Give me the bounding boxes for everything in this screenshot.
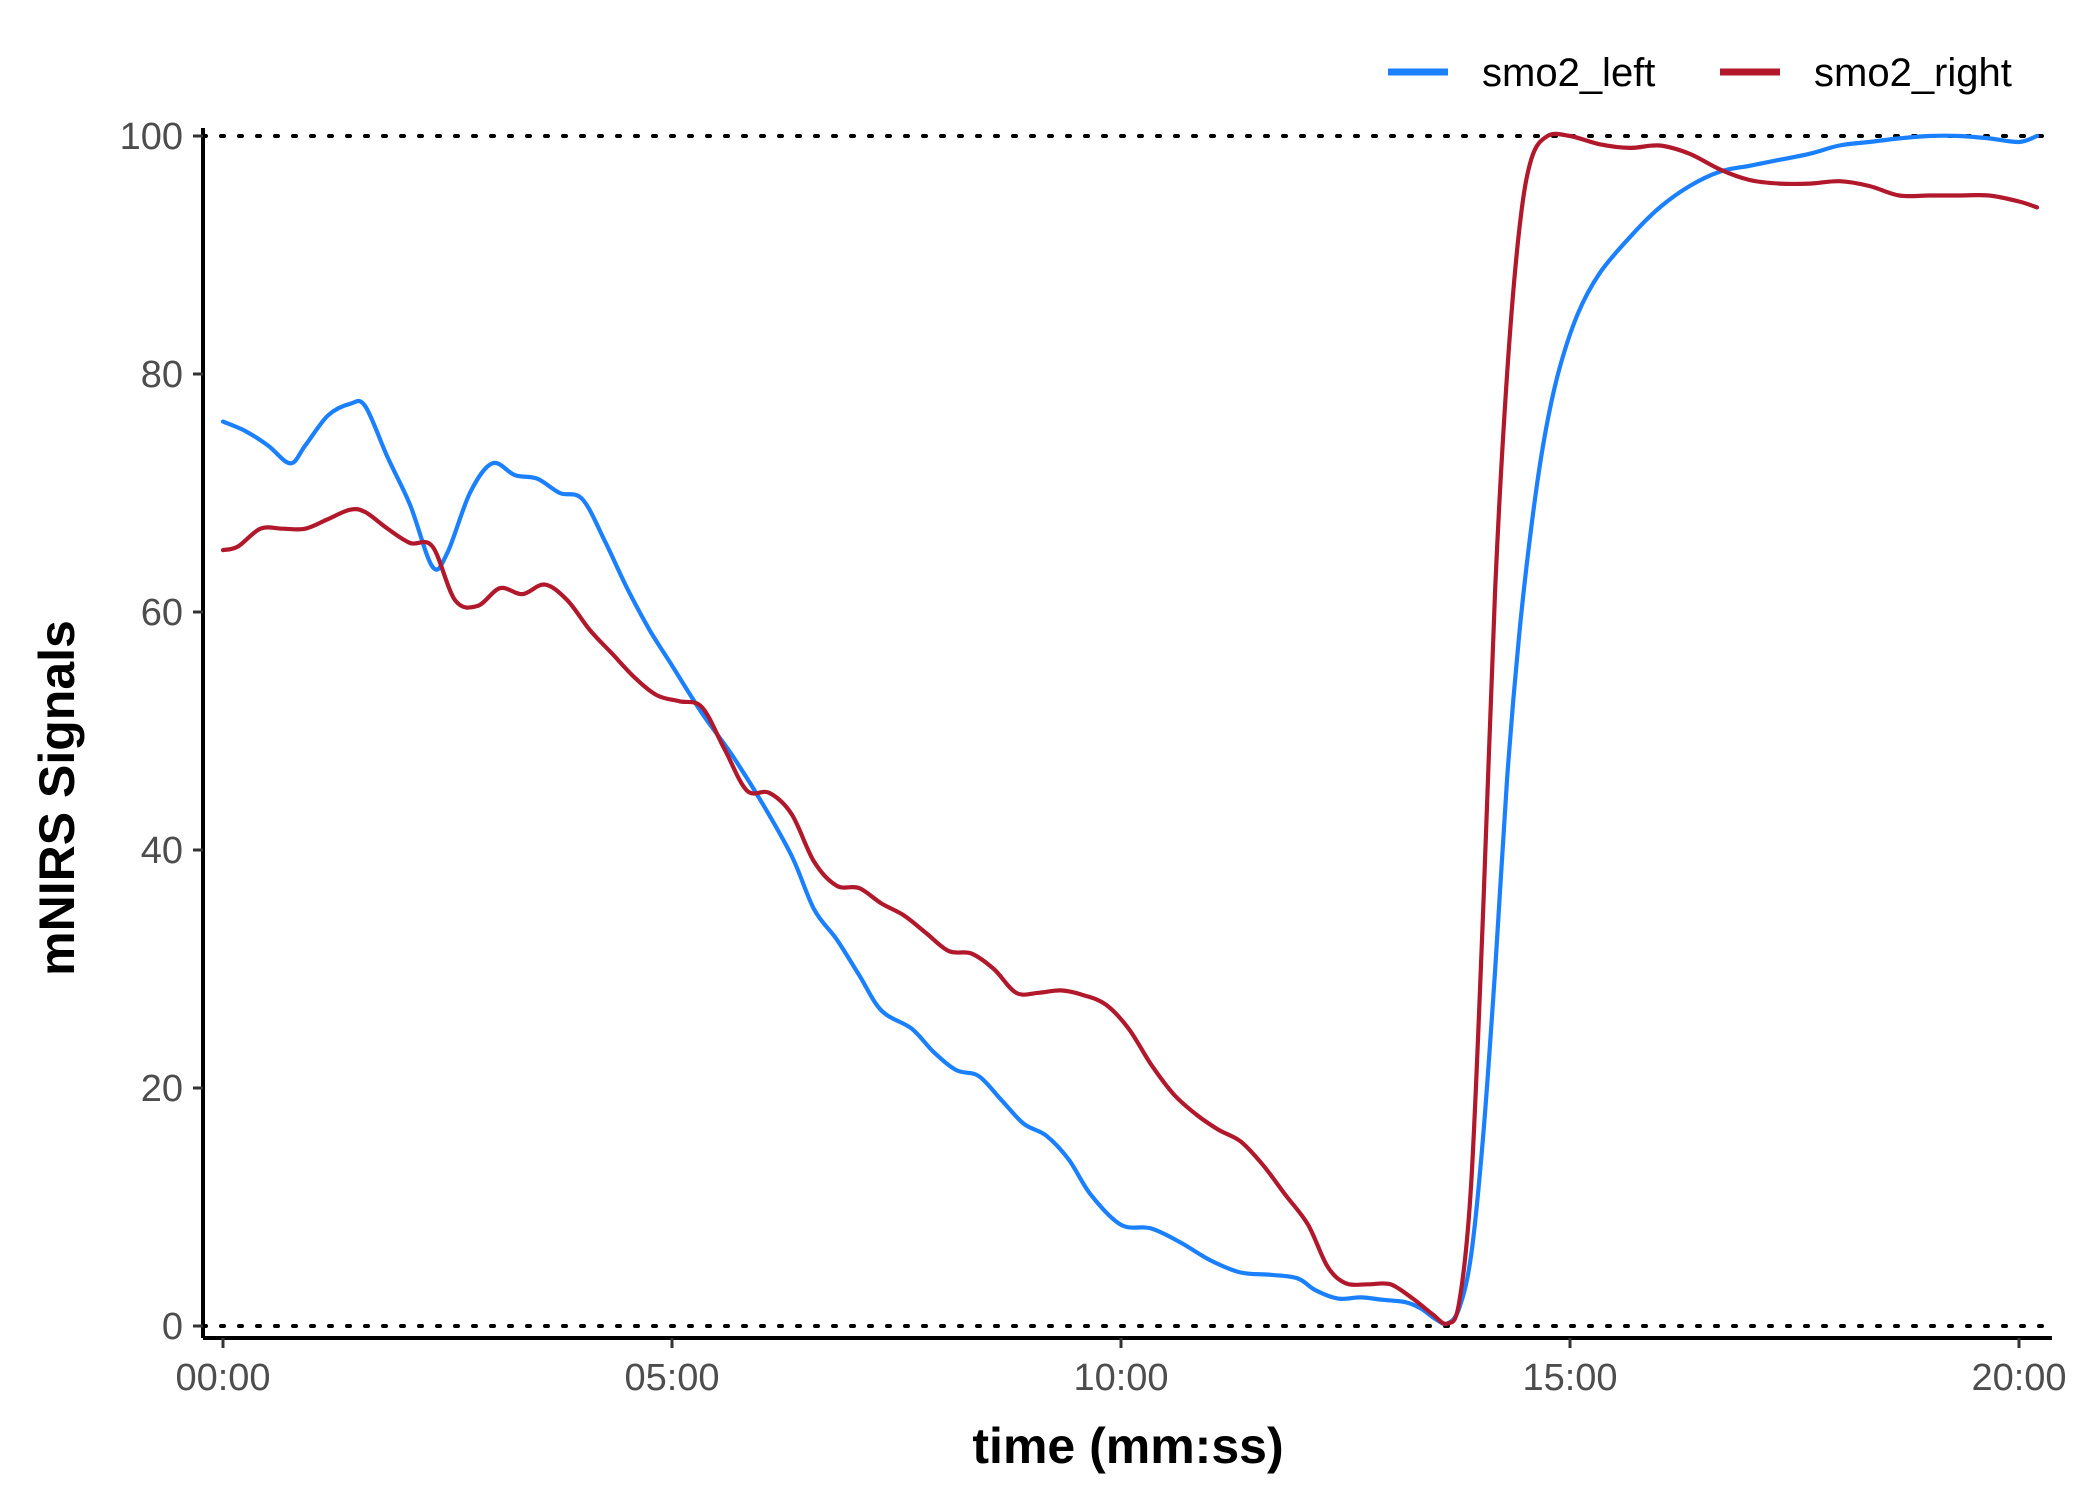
x-tick-label: 20:00 [1971,1357,2066,1399]
y-tick-label: 40 [141,830,183,872]
series-line-smo2-left [220,133,2040,1327]
y-axis-title: mNIRS Signals [29,620,85,976]
x-tick-label: 15:00 [1522,1357,1617,1399]
y-tick-label: 0 [162,1306,183,1348]
x-tick-label: 10:00 [1073,1357,1168,1399]
legend-label-smo2-left: smo2_left [1482,51,1655,95]
plot-area [201,131,2054,1328]
y-tick-label: 20 [141,1068,183,1110]
legend: smo2_left smo2_right [1388,51,2012,95]
y-tick-label: 100 [120,116,183,158]
x-tick-label: 00:00 [175,1357,270,1399]
y-tick-label: 60 [141,592,183,634]
series-line-smo2-right [220,131,2040,1326]
y-tick-label: 80 [141,354,183,396]
legend-label-smo2-right: smo2_right [1814,51,2012,95]
axes: 0 20 40 60 80 100 00:00 05:00 10:00 15:00 20:00 [120,116,2067,1399]
x-tick-label: 05:00 [624,1357,719,1399]
x-axis-title: time (mm:ss) [972,1418,1283,1474]
